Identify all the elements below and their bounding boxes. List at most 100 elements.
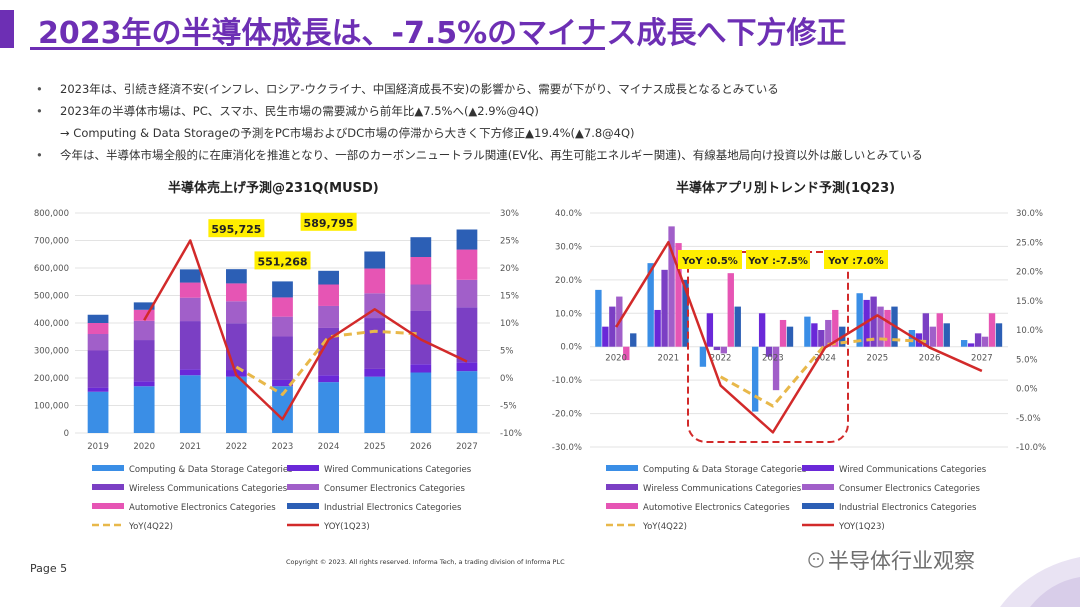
- callout-label: YoY :7.0%: [827, 256, 884, 267]
- x-tick-label: 2021: [658, 354, 680, 364]
- bar: [630, 333, 637, 347]
- x-tick-label: 2023: [762, 354, 784, 364]
- bar-segment: [179, 321, 201, 370]
- bar-segment: [179, 269, 201, 283]
- legend-swatch: [92, 465, 124, 471]
- legend-label: Wired Communications Categories: [839, 465, 987, 475]
- legend-swatch: [92, 503, 124, 509]
- bullet-item: • 2023年の半導体市場は、PC、スマホ、民生市場の需要減から前年比▲7.5%へ…: [36, 100, 1076, 122]
- wechat-icon: [808, 552, 824, 568]
- y2-tick-label: -5.0%: [1016, 414, 1041, 424]
- y-tick-label: 0.0%: [560, 343, 582, 353]
- bar: [967, 343, 975, 347]
- bar-segment: [87, 323, 109, 334]
- y-tick-label: 500,000: [34, 292, 69, 302]
- bar: [988, 313, 996, 347]
- bar: [936, 313, 943, 347]
- legend-label: Consumer Electronics Categories: [324, 484, 465, 494]
- legend-label: YoY(4Q22): [642, 522, 687, 532]
- data-label-box: [300, 212, 357, 231]
- bullet-item: • 2023年は、引続き経済不安(インフレ、ロシア-ウクライナ、中国経済成長不安)…: [36, 78, 1076, 100]
- bar: [682, 279, 689, 347]
- y2-tick-label: 10.0%: [1016, 326, 1043, 336]
- bar: [786, 326, 794, 347]
- bar-segment: [410, 237, 432, 257]
- bar-segment: [318, 270, 339, 285]
- y-tick-label: 600,000: [34, 264, 69, 274]
- bar-segment: [133, 320, 155, 341]
- bullet-text-2: 2023年の半導体市場は、PC、スマホ、民生市場の需要減から前年比▲7.5%へ(…: [60, 104, 539, 118]
- y2-tick-label: -10%: [500, 429, 522, 439]
- y-tick-label: -30.0%: [552, 443, 582, 453]
- bar-segment: [87, 350, 109, 388]
- bar-segment: [456, 249, 478, 280]
- page-number: Page 5: [30, 562, 68, 575]
- y-tick-label: 700,000: [34, 237, 69, 247]
- bar: [943, 323, 950, 347]
- x-tick-label: 2020: [605, 354, 627, 364]
- bar: [960, 340, 968, 347]
- bullet-subtext: → Computing & Data Storageの予測をPC市場およびDC市…: [60, 126, 635, 140]
- x-tick-label: 2024: [318, 442, 340, 452]
- bar: [727, 273, 734, 347]
- y2-tick-label: 30.0%: [1016, 209, 1043, 219]
- bullet-text-3: 今年は、半導体市場全般的に在庫消化を推進となり、一部のカーボンニュートラル関連(…: [60, 148, 923, 162]
- legend-swatch: [606, 503, 638, 509]
- bar: [623, 346, 630, 361]
- bullet-dot: •: [36, 148, 43, 162]
- y2-tick-label: 15.0%: [1016, 297, 1043, 307]
- data-label-box: [254, 251, 311, 270]
- bar-segment: [318, 382, 339, 433]
- y2-tick-label: 20%: [500, 264, 519, 274]
- bar: [713, 346, 721, 351]
- bar: [804, 316, 811, 347]
- bar-segment: [87, 314, 109, 323]
- bar-segment: [133, 381, 155, 387]
- bar: [856, 293, 863, 347]
- bar-segment: [456, 371, 478, 433]
- bar: [779, 319, 787, 347]
- y-tick-label: 10.0%: [555, 309, 582, 319]
- bar: [647, 263, 654, 347]
- bullet-dot: •: [36, 104, 43, 118]
- bar: [922, 313, 930, 347]
- data-label: 551,268: [257, 255, 307, 268]
- bar: [908, 330, 916, 347]
- bar: [758, 313, 766, 347]
- y2-tick-label: -5%: [500, 402, 517, 412]
- title-underline: [30, 47, 605, 50]
- bar-segment: [318, 327, 339, 376]
- legend-swatch: [287, 503, 319, 509]
- bullet-dot: •: [36, 82, 43, 96]
- callout-label: YoY :-7.5%: [747, 256, 808, 267]
- bar: [995, 323, 1003, 347]
- bar: [870, 296, 877, 347]
- bar-segment: [272, 336, 293, 380]
- bar: [720, 346, 727, 354]
- legend-label: YoY(4Q22): [128, 522, 173, 532]
- legend-label: YOY(1Q23): [323, 522, 370, 532]
- bar: [981, 336, 989, 347]
- bullet-item: • 今年は、半導体市場全般的に在庫消化を推進となり、一部のカーボンニュートラル関連…: [36, 144, 1076, 166]
- y2-tick-label: 5%: [500, 347, 514, 357]
- bar-segment: [133, 340, 155, 382]
- legend-swatch: [606, 465, 638, 471]
- bar-segment: [410, 257, 432, 285]
- bar: [699, 346, 707, 367]
- callout-box: [746, 250, 810, 269]
- legend-label: Automotive Electronics Categories: [129, 503, 276, 513]
- page-title: 2023年の半導体成長は、-7.5%のマイナス成長へ下方修正: [38, 16, 847, 51]
- legend-label: YOY(1Q23): [838, 522, 885, 532]
- y-tick-label: 100,000: [34, 402, 69, 412]
- watermark-text: 半导体行业观察: [828, 549, 975, 573]
- y-tick-label: -20.0%: [552, 410, 582, 420]
- x-tick-label: 2027: [971, 354, 993, 364]
- bar-segment: [272, 281, 293, 298]
- x-tick-label: 2026: [919, 354, 941, 364]
- y2-tick-label: 5.0%: [1016, 355, 1038, 365]
- legend-label: Industrial Electronics Categories: [839, 503, 977, 513]
- bar-segment: [456, 362, 478, 372]
- bar-segment: [364, 318, 386, 369]
- x-tick-label: 2019: [87, 442, 109, 452]
- x-tick-label: 2025: [364, 442, 386, 452]
